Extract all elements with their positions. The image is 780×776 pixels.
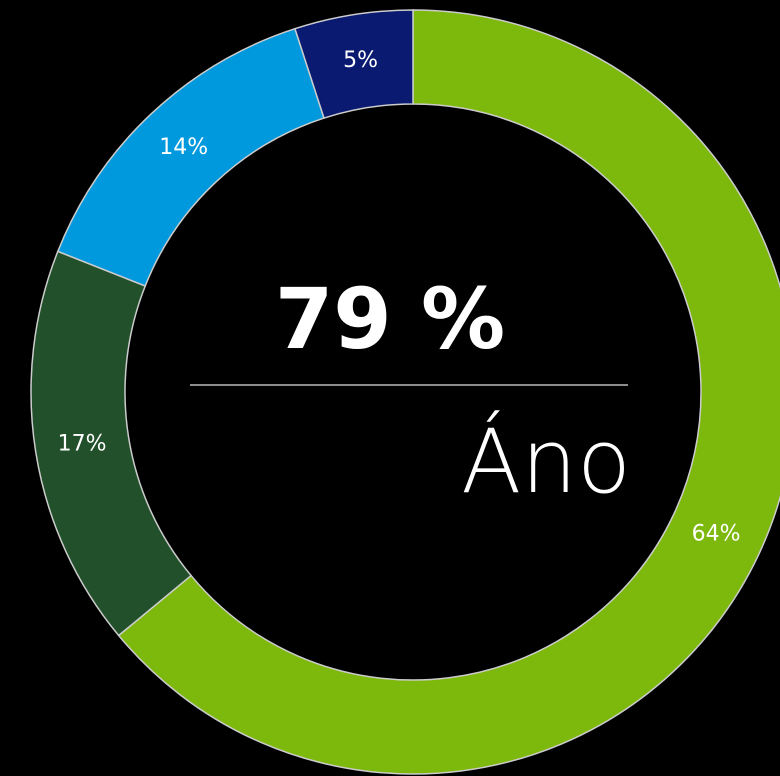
value-label: 5% [343,48,378,73]
value-label: 14% [159,135,208,160]
slice [117,9,780,775]
center-value: 79 % [275,270,505,368]
value-label: 64% [692,522,741,547]
slices [30,9,780,775]
slice [294,9,414,120]
center-label: Áno [461,410,631,513]
value-label: 17% [58,431,107,456]
